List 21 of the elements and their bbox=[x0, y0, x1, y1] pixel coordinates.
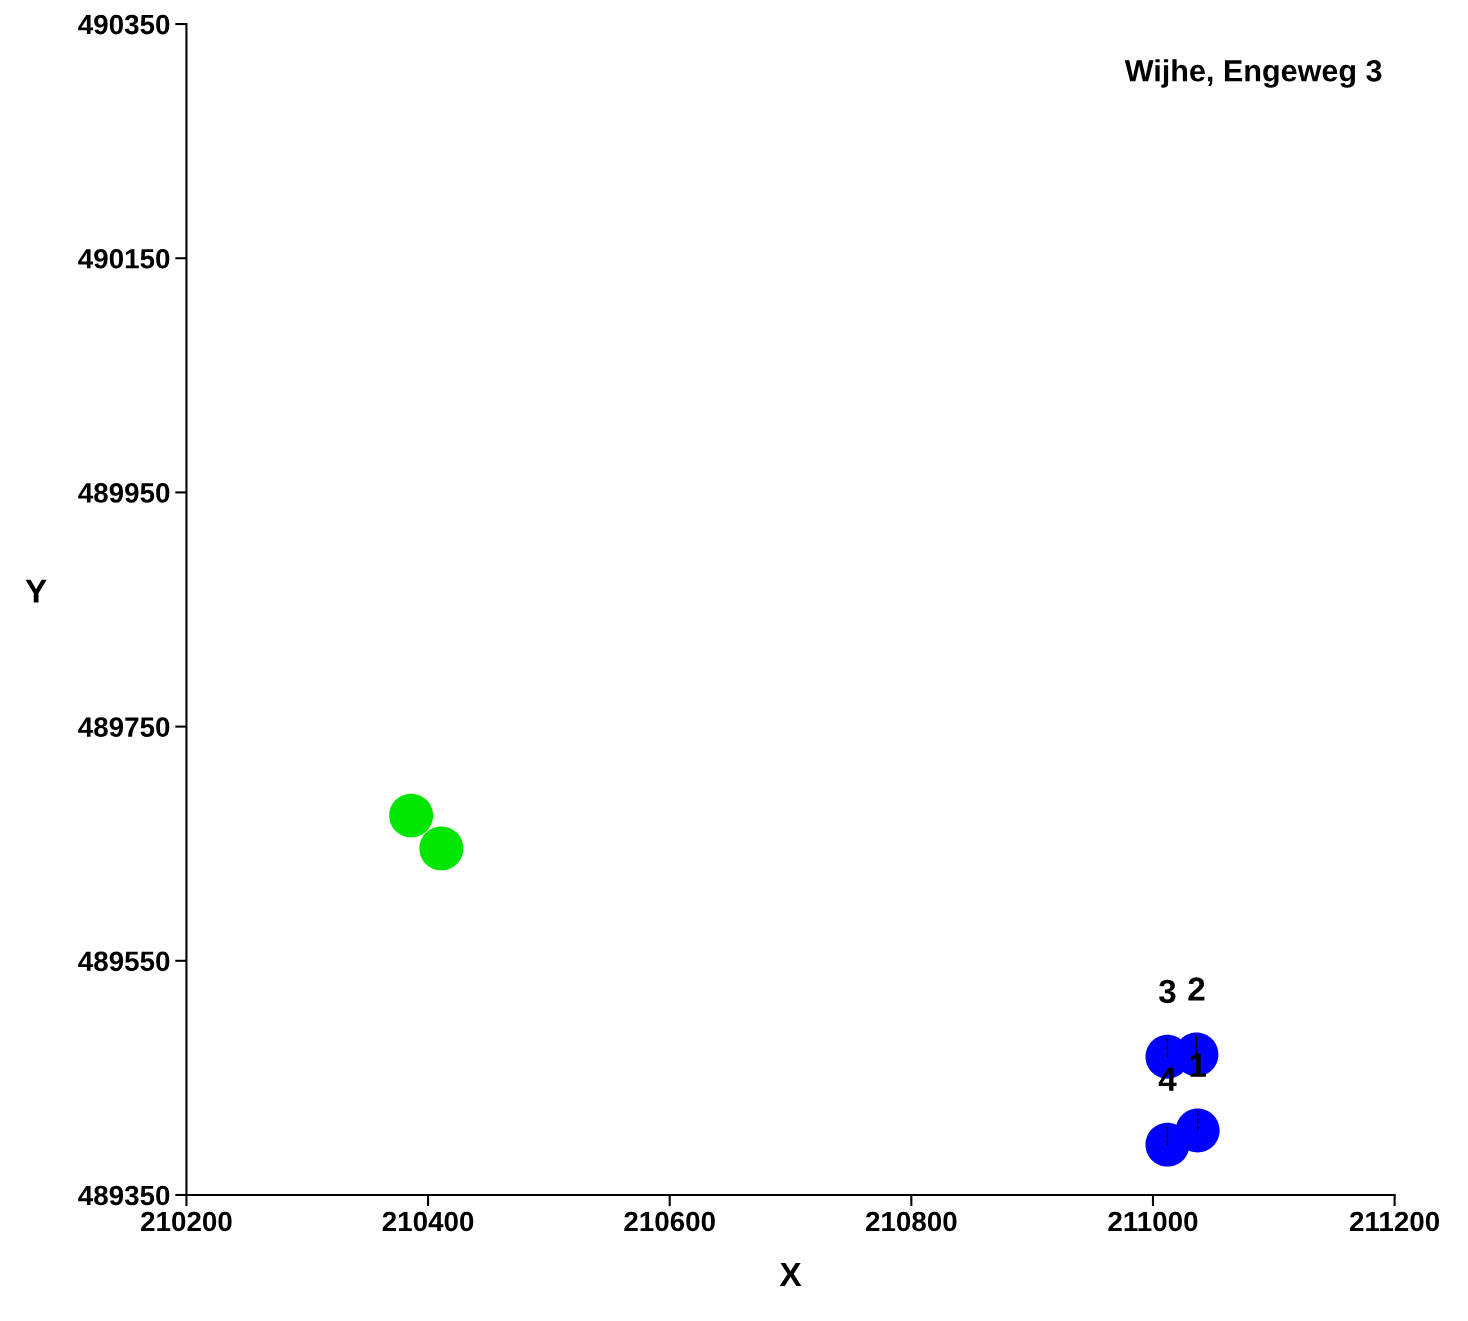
y-axis-title: Y bbox=[25, 579, 47, 603]
point bbox=[1145, 1122, 1190, 1167]
y-tick-label: 489550 bbox=[78, 951, 170, 972]
y-tick-label: 489950 bbox=[78, 483, 170, 503]
point bbox=[419, 826, 464, 871]
x-tick-label: 211200 bbox=[1349, 1211, 1440, 1232]
x-tick-label: 210800 bbox=[865, 1211, 957, 1232]
y-tick-label: 490350 bbox=[78, 14, 170, 35]
point bbox=[389, 793, 434, 838]
y-tick-label: 489750 bbox=[78, 717, 170, 737]
x-axis-title: X bbox=[779, 1263, 802, 1286]
annotation: 1 bbox=[1190, 1053, 1207, 1077]
annotation: 3 bbox=[1158, 979, 1176, 1004]
x-tick-label: 210400 bbox=[382, 1211, 474, 1232]
x-tick-label: 211000 bbox=[1108, 1211, 1198, 1232]
text: Wijhe, Engeweg 3 bbox=[1124, 59, 1382, 88]
x-tick-label: 210200 bbox=[141, 1211, 232, 1232]
y-tick-label: 489350 bbox=[78, 1185, 170, 1206]
y-tick-label: 490150 bbox=[78, 248, 170, 269]
annotation: 2 bbox=[1188, 977, 1205, 1001]
x-tick-label: 210600 bbox=[624, 1211, 715, 1232]
